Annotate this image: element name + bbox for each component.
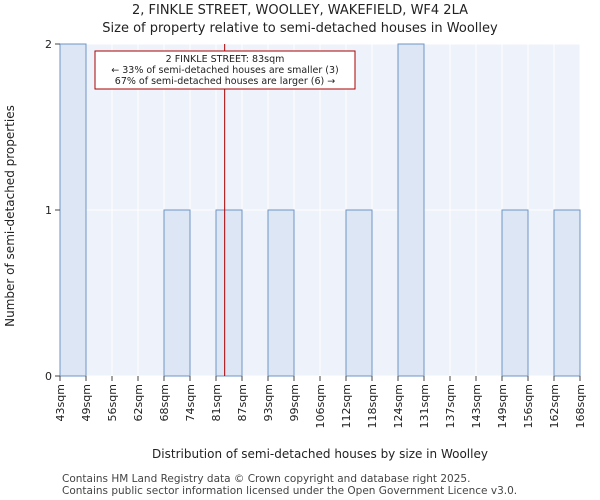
- x-axis: 43sqm 49sqm 56sqm 62sqm 68sqm 74sqm 81sqm 87sqm…: [54, 376, 587, 428]
- annotation-line-2: ← 33% of semi-detached houses are smalle…: [111, 65, 339, 76]
- x-tick-label: 87sqm: [236, 384, 249, 421]
- x-tick-label: 81sqm: [210, 384, 223, 421]
- x-tick-label: 93sqm: [262, 384, 275, 421]
- x-tick-label: 162sqm: [548, 384, 561, 428]
- x-tick-label: 149sqm: [496, 384, 509, 428]
- annotation-line-3: 67% of semi-detached houses are larger (…: [115, 76, 335, 87]
- x-tick-label: 62sqm: [132, 384, 145, 421]
- bar-149sqm: [501, 209, 529, 377]
- y-tick-label: 0: [45, 370, 52, 383]
- bar-162sqm: [553, 209, 581, 377]
- bar-43sqm: [59, 43, 87, 377]
- bars: [59, 43, 581, 377]
- bar-81sqm: [215, 209, 243, 377]
- x-tick-label: 49sqm: [80, 384, 93, 421]
- x-tick-label: 99sqm: [288, 384, 301, 421]
- x-tick-label: 124sqm: [392, 384, 405, 428]
- x-tick-label: 143sqm: [470, 384, 483, 428]
- x-axis-label: Distribution of semi-detached houses by …: [152, 447, 488, 461]
- annotation-line-1: 2 FINKLE STREET: 83sqm: [166, 54, 285, 65]
- y-axis: 0 1 2: [45, 38, 60, 383]
- bar-93sqm: [267, 209, 295, 377]
- x-tick-label: 112sqm: [340, 384, 353, 428]
- footer-line-1: Contains HM Land Registry data © Crown c…: [62, 473, 471, 485]
- bar-124sqm: [397, 43, 425, 377]
- x-tick-label: 131sqm: [418, 384, 431, 428]
- x-tick-label: 74sqm: [184, 384, 197, 421]
- bar-112sqm: [345, 209, 373, 377]
- chart-title: 2, FINKLE STREET, WOOLLEY, WAKEFIELD, WF…: [131, 3, 469, 18]
- y-tick-label: 2: [45, 38, 52, 51]
- footer-line-2: Contains public sector information licen…: [62, 485, 518, 497]
- chart-subtitle: Size of property relative to semi-detach…: [102, 21, 498, 36]
- x-tick-label: 156sqm: [522, 384, 535, 428]
- x-tick-label: 43sqm: [54, 384, 67, 421]
- x-tick-label: 106sqm: [314, 384, 327, 428]
- bar-68sqm: [163, 209, 191, 377]
- y-axis-label: Number of semi-detached properties: [3, 105, 17, 327]
- x-tick-label: 137sqm: [444, 384, 457, 428]
- x-tick-label: 68sqm: [158, 384, 171, 421]
- annotation-box: [94, 50, 356, 90]
- y-tick-label: 1: [45, 204, 52, 217]
- x-tick-label: 118sqm: [366, 384, 379, 428]
- x-tick-label: 168sqm: [574, 384, 587, 428]
- x-tick-label: 56sqm: [106, 384, 119, 421]
